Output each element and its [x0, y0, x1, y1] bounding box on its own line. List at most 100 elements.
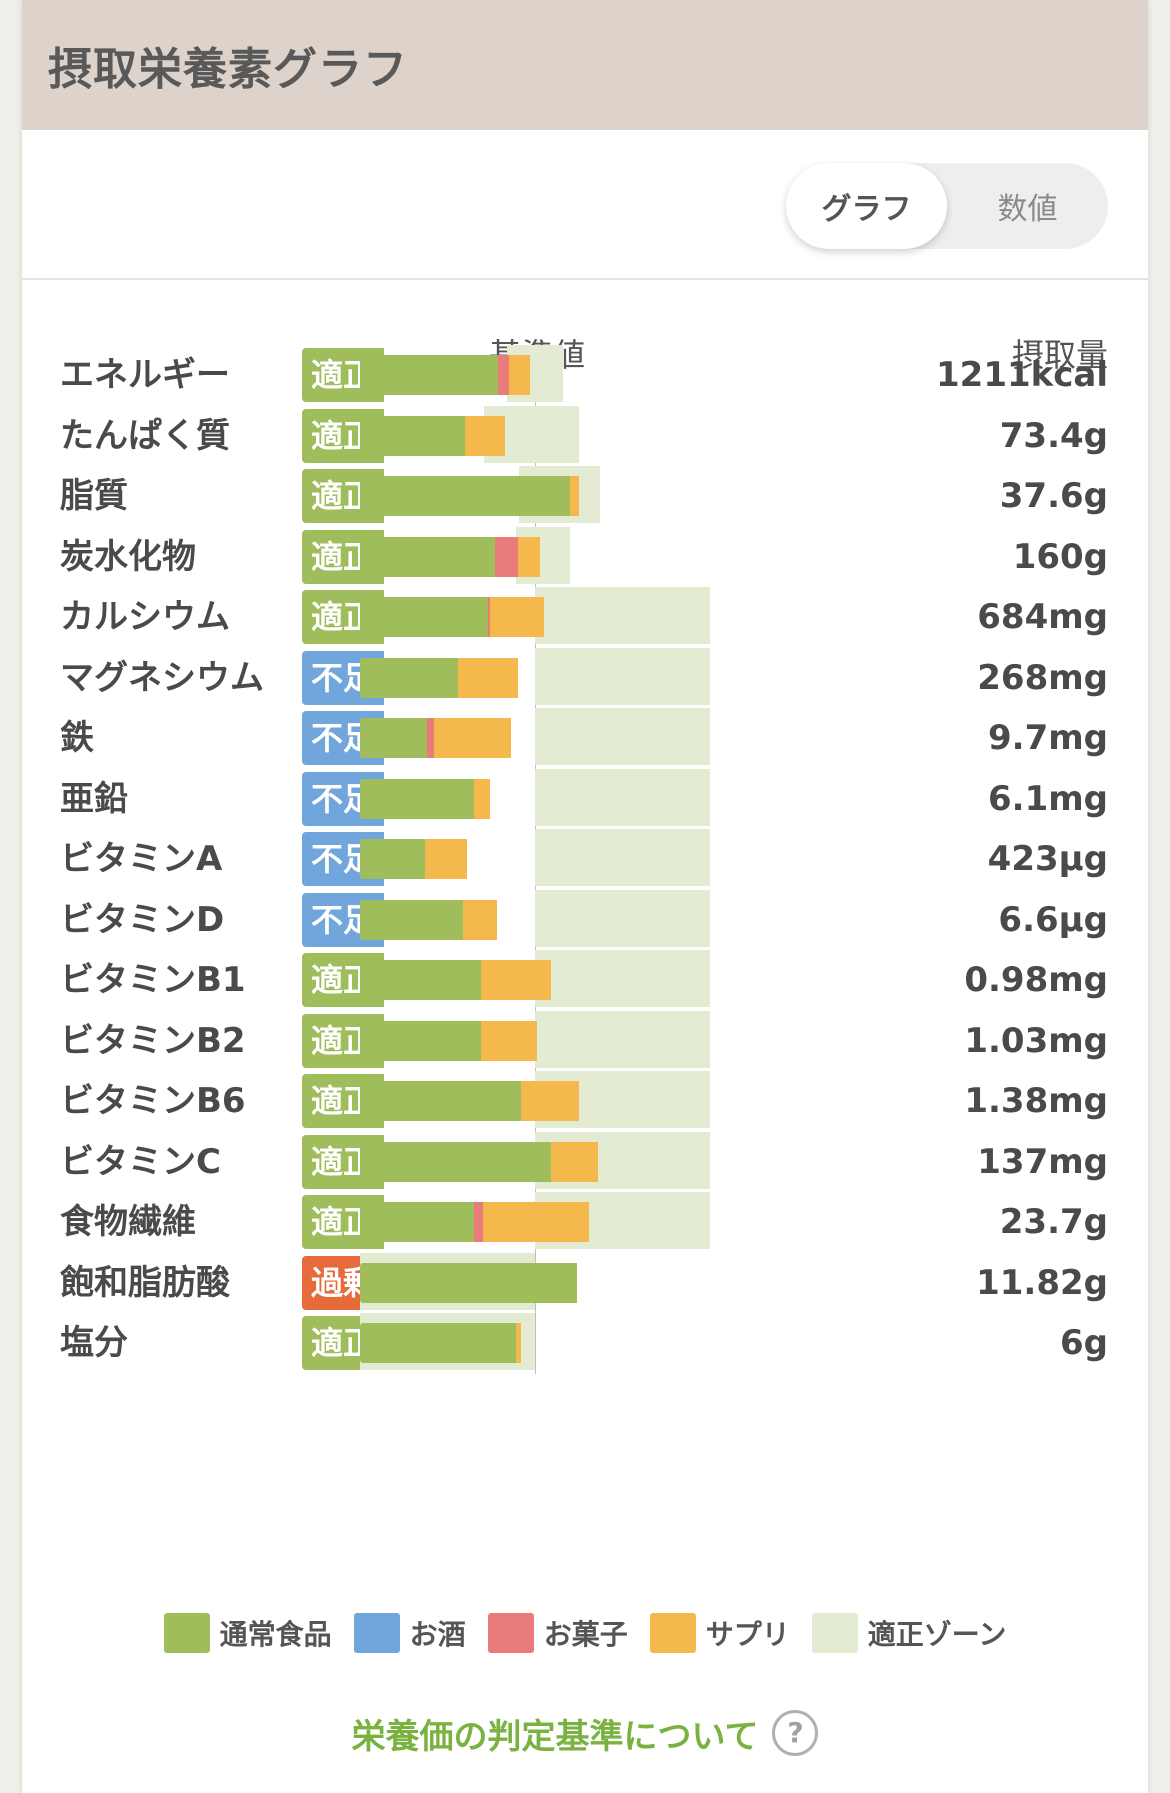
intake-value: 73.4g [999, 415, 1108, 456]
bar-segment-supplement [570, 476, 579, 516]
bar-segment-normal [360, 960, 481, 1000]
nutrient-row: ビタミンD 不足 6.6μg [22, 889, 1148, 950]
nutrient-label: ビタミンC [60, 1141, 221, 1182]
nutrient-label: ビタミンB2 [60, 1020, 246, 1061]
nutrient-label: 亜鉛 [60, 778, 128, 819]
intake-value: 137mg [977, 1141, 1108, 1182]
bar-segment-normal [360, 1020, 481, 1061]
appropriate-zone [535, 768, 710, 826]
intake-value: 423μg [987, 839, 1108, 879]
legend-swatch [163, 1613, 210, 1653]
nutrient-row: マグネシウム 不足 268mg [22, 647, 1148, 708]
intake-value: 37.6g [999, 476, 1108, 516]
nutrient-label: 塩分 [60, 1323, 128, 1363]
nutrient-row: カルシウム 適正 684mg [22, 587, 1148, 647]
appropriate-zone [535, 587, 710, 644]
appropriate-zone [535, 829, 710, 886]
bar-segment-sweets [494, 536, 518, 577]
bar-segment-supplement [489, 597, 544, 637]
bar-segment-normal [360, 597, 488, 637]
nutrient-label: ビタミンA [60, 839, 223, 879]
bar-segment-normal [360, 899, 464, 940]
intake-value: 1211kcal [936, 355, 1108, 395]
intake-column-header: 摂取量 [1011, 336, 1108, 374]
toggle-number-option[interactable]: 数値 [997, 192, 1058, 227]
nutrient-label: ビタミンB6 [60, 1081, 246, 1121]
legend-item: お菓子 [487, 1613, 628, 1653]
legend-label: 適正ゾーン [867, 1618, 1007, 1651]
view-toggle[interactable]: 数値 グラフ [786, 163, 1108, 249]
bar-segment-sweets [487, 597, 490, 637]
bar-segment-supplement [521, 1081, 579, 1121]
bar-segment-normal [360, 1262, 577, 1303]
nutrient-label: マグネシウム [60, 657, 264, 698]
nutrient-row: 鉄不足 9.7mg [22, 708, 1148, 768]
help-icon[interactable]: ? [772, 1710, 819, 1756]
bar-segment-normal [360, 415, 465, 456]
bar-segment-normal [360, 355, 499, 395]
bar-segment-supplement [463, 899, 497, 940]
intake-value: 160g [1012, 536, 1108, 577]
bar-segment-sweets [473, 1202, 483, 1242]
chart-legend: 通常食品 お酒 お菓子 サプリ 適正ゾーン [22, 1608, 1148, 1658]
bar-segment-normal [360, 1202, 474, 1242]
nutrient-label: 炭水化物 [60, 536, 196, 577]
nutrient-row: 食物繊維 適正 23.7g [22, 1192, 1148, 1252]
legend-item: 適正ゾーン [811, 1613, 1007, 1653]
appropriate-zone [535, 950, 710, 1007]
view-toggle-row: 数値 グラフ [22, 130, 1148, 280]
intake-value: 268mg [977, 657, 1108, 698]
intake-value: 684mg [977, 597, 1108, 637]
bar-segment-supplement [424, 839, 467, 879]
nutrient-label: ビタミンD [60, 899, 225, 940]
nutrient-label: たんぱく質 [60, 415, 230, 456]
nutrient-card: 摂取栄養素グラフ 数値 グラフ 基準値 摂取量 エネルギー適正1211kcalた… [22, 0, 1148, 1793]
nutrient-row: たんぱく質 適正 73.4g [22, 405, 1148, 466]
intake-value: 6.1mg [988, 778, 1108, 819]
bar-segment-sweets [498, 355, 509, 395]
intake-value: 1.38mg [964, 1081, 1108, 1121]
nutrient-row: ビタミンB1 適正 0.98mg [22, 950, 1148, 1010]
legend-item: お酒 [353, 1613, 466, 1653]
bar-segment-supplement [433, 718, 511, 758]
bar-segment-supplement [473, 778, 490, 819]
nutrient-row: 飽和脂肪酸 過剰 11.82g [22, 1252, 1148, 1313]
intake-value: 0.98mg [964, 960, 1108, 1000]
bar-segment-supplement [517, 536, 541, 577]
legend-label: サプリ [705, 1618, 790, 1651]
nutrient-row: ビタミンA 不足 423μg [22, 829, 1148, 889]
nutrient-row: 脂質 適正 37.6g [22, 466, 1148, 526]
bar-segment-normal [360, 778, 474, 819]
intake-value: 6g [1060, 1323, 1108, 1363]
appropriate-zone [535, 1010, 710, 1068]
toggle-graph-option[interactable]: グラフ [786, 163, 947, 249]
bar-segment-normal [360, 476, 570, 516]
nutrient-label: 食物繊維 [60, 1202, 196, 1242]
nutrient-chart: 基準値 摂取量 エネルギー適正1211kcalたんぱく質適正73.4g脂質適正3… [22, 280, 1148, 1600]
nutrient-row: エネルギー 適正 1211kcal [22, 345, 1148, 405]
criteria-link-label[interactable]: 栄養価の判定基準について [351, 1716, 759, 1757]
nutrient-row: ビタミンC 適正 137mg [22, 1131, 1148, 1192]
legend-swatch [811, 1613, 858, 1653]
bar-segment-supplement [458, 657, 518, 698]
legend-item: サプリ [649, 1613, 790, 1653]
bar-segment-normal [360, 657, 458, 698]
legend-swatch [487, 1613, 534, 1653]
nutrient-row: ビタミンB6 適正 1.38mg [22, 1071, 1148, 1131]
nutrient-label: エネルギー [60, 355, 230, 395]
intake-value: 6.6μg [998, 899, 1108, 940]
bar-segment-normal [360, 1323, 516, 1363]
appropriate-zone [535, 889, 710, 947]
legend-label: 通常食品 [219, 1618, 332, 1651]
card-title: 摂取栄養素グラフ [48, 44, 408, 95]
bar-segment-normal [360, 536, 495, 577]
bar-segment-supplement [515, 1323, 521, 1363]
bar-segment-supplement [480, 1020, 537, 1061]
nutrient-row: 塩分 適正 6g [22, 1313, 1148, 1373]
bar-segment-normal [360, 1141, 551, 1182]
nutrient-label: 鉄 [60, 718, 94, 758]
bar-segment-supplement [480, 960, 551, 1000]
nutrient-row: ビタミンB2 適正 1.03mg [22, 1010, 1148, 1071]
criteria-link[interactable]: 栄養価の判定基準について ? [22, 1705, 1148, 1761]
legend-swatch [649, 1613, 696, 1653]
